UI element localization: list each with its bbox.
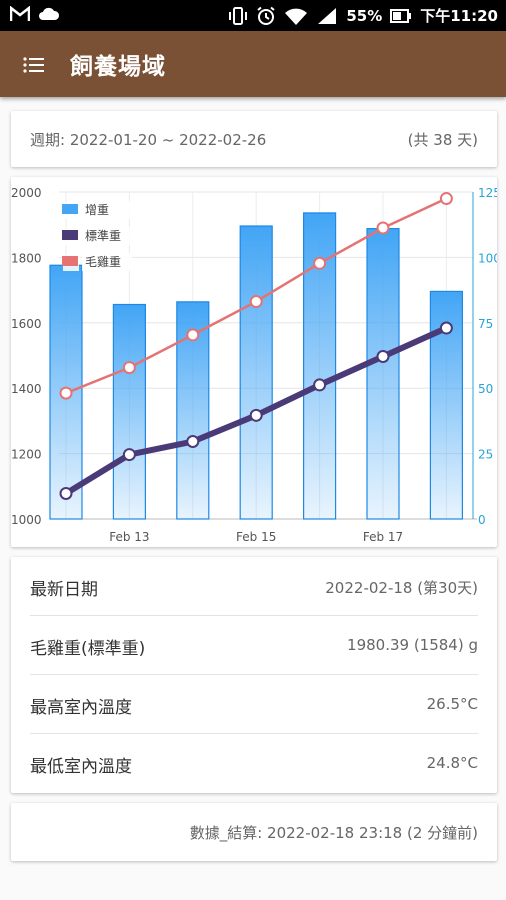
info-label: 最新日期 (30, 580, 98, 600)
battery-percent: 55% (346, 6, 383, 25)
info-row-min-temp: 最低室內溫度 24.8°C (30, 734, 478, 793)
period-days: (共 38 天) (407, 131, 478, 149)
info-value: 26.5°C (426, 695, 478, 713)
info-row-max-temp: 最高室內溫度 26.5°C (30, 675, 478, 734)
bar-3 (239, 225, 273, 520)
info-value: 1980.39 (1584) g (347, 636, 478, 654)
data-point (186, 435, 200, 449)
legend-swatch (62, 204, 78, 214)
weight-chart[interactable]: 2000 1800 1600 1400 1200 1000 125 100 75 50 25 0 Feb… (11, 177, 497, 547)
menu-icon[interactable] (22, 55, 46, 75)
data-point (122, 448, 136, 462)
info-value: 24.8°C (426, 754, 478, 772)
bar-1 (112, 303, 147, 520)
x-axis-tick: Feb 17 (363, 530, 403, 544)
data-point (313, 378, 327, 392)
info-card: 最新日期 2022-02-18 (第30天) 毛雞重(標準重) 1980.39 … (11, 557, 497, 793)
info-label: 最高室內溫度 (30, 698, 132, 718)
data-point (376, 221, 390, 235)
right-axis-tick: 25 (478, 448, 493, 462)
battery-icon (390, 9, 412, 23)
data-point (376, 349, 390, 363)
wifi-icon (285, 8, 308, 25)
data-point (249, 295, 263, 309)
right-axis-tick: 100 (478, 251, 497, 265)
sync-status-text: 數據_結算: 2022-02-18 23:18 (2 分鐘前) (189, 824, 478, 842)
left-axis-tick: 1200 (11, 448, 42, 462)
info-label: 毛雞重(標準重) (30, 639, 146, 659)
sync-status-card: 數據_結算: 2022-02-18 23:18 (2 分鐘前) (11, 803, 497, 861)
info-row-weight: 毛雞重(標準重) 1980.39 (1584) g (30, 616, 478, 675)
right-axis-tick: 50 (478, 382, 493, 396)
left-axis-tick: 2000 (11, 186, 42, 200)
status-bar: 55% 下午11:20 (0, 0, 506, 31)
data-point (439, 192, 453, 206)
legend-label: 標準重 (85, 228, 121, 243)
data-point (439, 321, 453, 335)
vibrate-icon (229, 7, 248, 25)
info-row-latest-date: 最新日期 2022-02-18 (第30天) (30, 557, 478, 616)
period-card[interactable]: 週期: 2022-01-20 ~ 2022-02-26 (共 38 天) (11, 111, 497, 167)
page-title: 飼養場域 (70, 54, 166, 80)
info-value: 2022-02-18 (第30天) (325, 579, 478, 597)
left-axis-tick: 1400 (11, 382, 42, 396)
data-point (59, 386, 73, 400)
right-axis-tick: 125 (478, 186, 497, 200)
data-point (313, 256, 327, 270)
legend-label: 增重 (85, 203, 109, 217)
alarm-icon (257, 6, 275, 25)
right-axis-tick: 75 (478, 317, 493, 331)
data-point (249, 408, 263, 422)
cloud-icon (39, 7, 60, 20)
legend-label: 毛雞重 (85, 255, 121, 269)
legend-swatch (62, 256, 78, 266)
info-label: 最低室內溫度 (30, 757, 132, 777)
left-axis-tick: 1600 (11, 317, 42, 331)
left-axis-tick: 1800 (11, 251, 42, 265)
chart-card[interactable]: 2000 1800 1600 1400 1200 1000 125 100 75 50 25 0 Feb… (11, 177, 497, 547)
signal-icon (318, 8, 337, 24)
period-range: 週期: 2022-01-20 ~ 2022-02-26 (30, 131, 267, 149)
legend-swatch (62, 230, 78, 240)
bar-5 (366, 228, 400, 520)
right-axis-tick: 0 (478, 513, 486, 527)
x-axis-tick: Feb 15 (236, 530, 276, 544)
clock: 下午11:20 (420, 6, 498, 25)
data-point (122, 361, 136, 375)
x-axis-tick: Feb 13 (109, 530, 149, 544)
left-axis-tick: 1000 (11, 513, 42, 527)
data-point (59, 486, 73, 500)
data-point (186, 328, 200, 342)
gmail-icon (10, 6, 30, 21)
app-bar: 飼養場域 (0, 31, 506, 97)
